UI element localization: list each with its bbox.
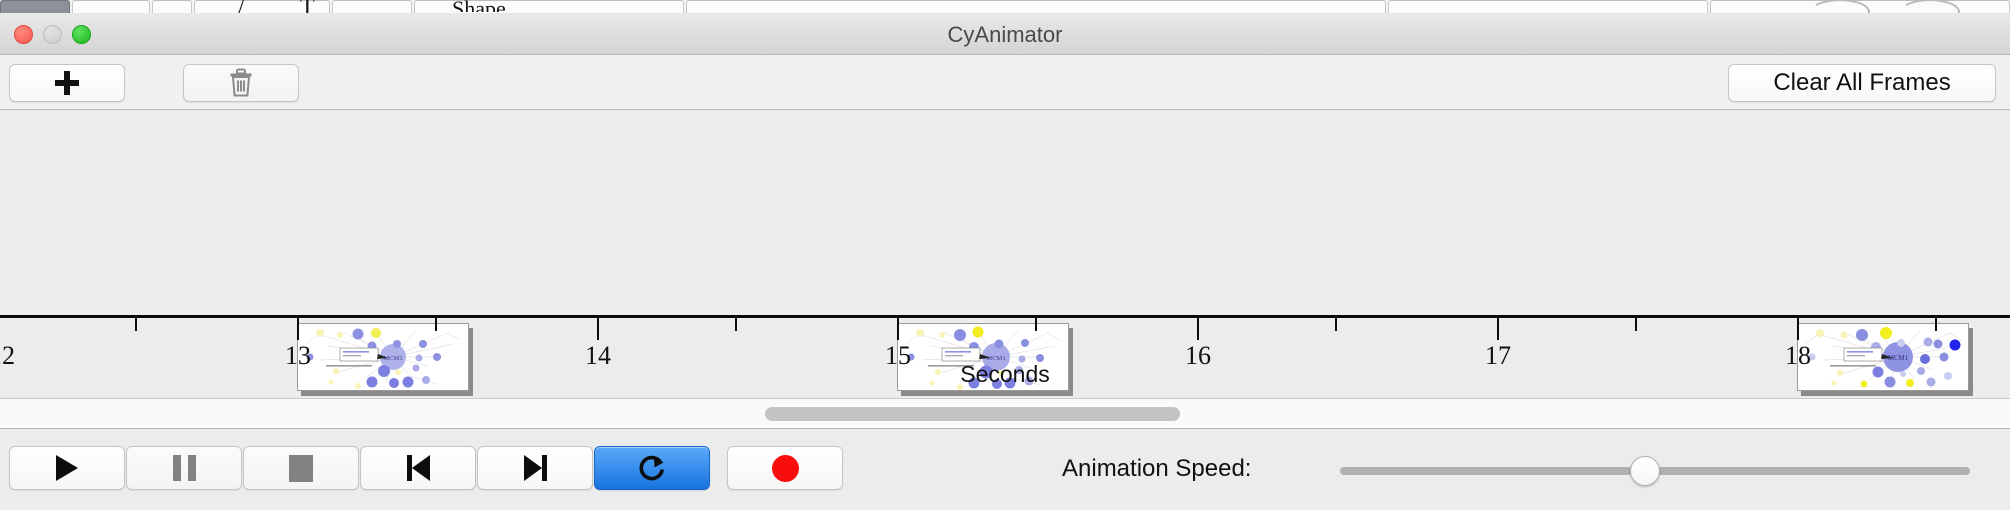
background-window xyxy=(152,0,192,14)
ruler-label: 17 xyxy=(1485,341,1511,370)
ruler-tick-major xyxy=(1797,318,1799,340)
timeline-panel[interactable]: MCM1 xyxy=(0,110,2010,399)
ruler-tick-major xyxy=(297,318,299,340)
ruler-tick-minor xyxy=(1035,318,1037,331)
record-button[interactable] xyxy=(727,446,843,490)
record-icon xyxy=(771,454,799,482)
timeline-frame[interactable]: MCM1 xyxy=(897,323,1073,396)
ruler-label: 13 xyxy=(285,341,311,370)
svg-text:MCM1: MCM1 xyxy=(383,355,402,362)
window-title: CyAnimator xyxy=(947,22,1063,47)
background-window xyxy=(0,0,70,14)
stop-icon xyxy=(289,454,313,482)
animation-speed-slider-thumb[interactable] xyxy=(1630,456,1660,486)
timeline-ruler[interactable]: 12 13 14 15 16 17 18 xyxy=(0,315,2010,370)
skip-back-icon xyxy=(406,455,430,481)
frame-thumbnail[interactable]: MCM1 xyxy=(1797,323,1969,391)
ruler-tick-minor xyxy=(1335,318,1337,331)
ruler-baseline xyxy=(0,315,2010,318)
svg-text:MCM1: MCM1 xyxy=(1888,355,1908,362)
ruler-tick-major xyxy=(597,318,599,340)
background-window xyxy=(194,0,330,14)
frame-thumbnail[interactable]: MCM1 xyxy=(897,323,1069,391)
animation-speed-label: Animation Speed: xyxy=(1062,455,1252,482)
zoom-button[interactable] xyxy=(72,25,91,44)
ruler-tick-minor xyxy=(1635,318,1637,331)
timeline-frame[interactable]: MCM1 xyxy=(1797,323,1973,396)
ruler-tick-minor xyxy=(435,318,437,331)
skip-to-end-button[interactable] xyxy=(477,446,593,490)
ruler-tick-minor xyxy=(1935,318,1937,331)
ruler-tick-minor xyxy=(135,318,137,331)
ruler-tick-major xyxy=(897,318,899,340)
ruler-label: 16 xyxy=(1185,341,1211,370)
ruler-tick-major xyxy=(1197,318,1199,340)
cyanimator-window: CyAnimator Clear All Frames xyxy=(0,13,2010,510)
loop-icon xyxy=(639,455,664,481)
play-button[interactable] xyxy=(9,446,125,490)
background-window xyxy=(332,0,412,14)
title-bar: CyAnimator xyxy=(0,13,2010,55)
background-desktop-strip: / T Shape xyxy=(0,0,2010,14)
network-graph-preview: MCM1 xyxy=(1805,327,1963,388)
timeline-frame[interactable]: MCM1 xyxy=(297,323,473,396)
loop-button[interactable] xyxy=(594,446,710,490)
add-frame-button[interactable] xyxy=(9,64,125,102)
svg-text:MCM1: MCM1 xyxy=(986,355,1005,362)
play-icon xyxy=(56,455,78,481)
network-graph-preview: MCM1 xyxy=(905,326,1062,390)
delete-frame-button[interactable] xyxy=(183,64,299,102)
timeline-scrollbar[interactable] xyxy=(0,399,2010,429)
trash-icon xyxy=(230,68,252,97)
network-graph-preview: MCM1 xyxy=(305,328,461,389)
minimize-button[interactable] xyxy=(43,25,62,44)
scrollbar-thumb[interactable] xyxy=(765,407,1180,421)
background-shape-label: Shape xyxy=(452,0,506,12)
ruler-label: 15 xyxy=(885,341,911,370)
skip-to-start-button[interactable] xyxy=(360,446,476,490)
ruler-label: 14 xyxy=(585,341,611,370)
skip-forward-icon xyxy=(523,455,547,481)
pause-icon xyxy=(172,455,196,481)
ruler-label: 12 xyxy=(0,341,15,370)
toolbar: Clear All Frames xyxy=(0,55,2010,110)
window-controls xyxy=(14,25,91,44)
timeline-axis-title: Seconds xyxy=(960,361,1050,387)
ruler-tick-major xyxy=(1497,318,1499,340)
ruler-label: 18 xyxy=(1785,341,1811,370)
plus-icon xyxy=(55,71,79,95)
stop-button[interactable] xyxy=(243,446,359,490)
background-window xyxy=(686,0,1386,14)
background-window xyxy=(72,0,150,14)
pause-button[interactable] xyxy=(126,446,242,490)
playback-controls: Animation Speed: xyxy=(0,429,2010,508)
background-window xyxy=(1388,0,1708,14)
close-button[interactable] xyxy=(14,25,33,44)
clear-all-frames-button[interactable]: Clear All Frames xyxy=(1728,64,1996,102)
frame-thumbnail[interactable]: MCM1 xyxy=(297,323,469,391)
background-window xyxy=(414,0,684,14)
ruler-tick-minor xyxy=(735,318,737,331)
